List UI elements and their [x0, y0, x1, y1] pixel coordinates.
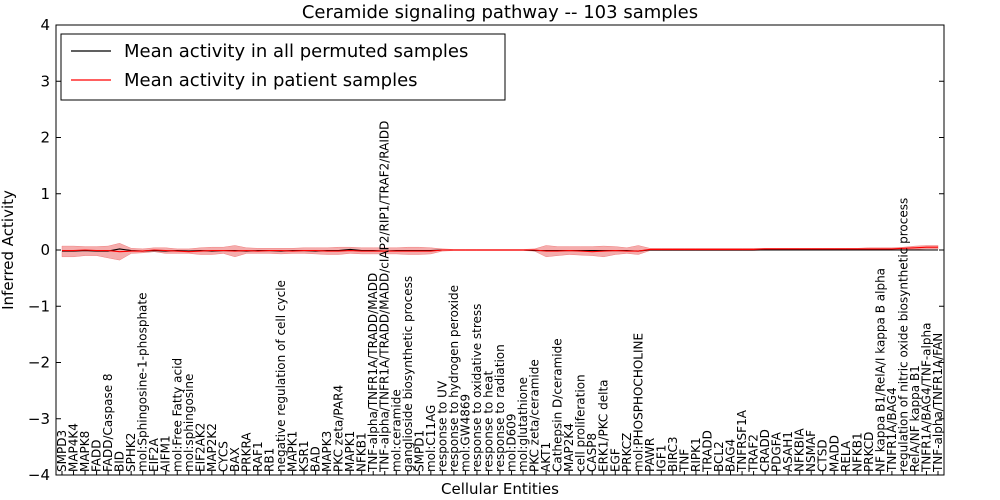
- x-tick-label: RB1: [263, 448, 277, 472]
- x-tick-label: CRADD: [758, 429, 772, 472]
- series-line-patient: [62, 246, 938, 253]
- x-tick-label: TNFR1A/BAG4/TNF-alpha: [920, 323, 934, 473]
- x-tick-label: PRKCD: [862, 432, 876, 472]
- x-tick-label: TRADD: [701, 430, 715, 473]
- patient-confidence-band: [61, 243, 939, 261]
- x-tick-label: AKT1: [539, 442, 553, 472]
- y-tick-label: 3: [40, 72, 50, 90]
- x-tick-label: KSR1: [297, 441, 311, 472]
- x-tick-label: response to radiation: [493, 344, 507, 472]
- y-axis-label: Inferred Activity: [0, 190, 17, 310]
- x-tick-label: PKC zeta/ceramide: [528, 359, 542, 472]
- x-tick-label: response to heat: [482, 370, 496, 472]
- x-tick-label: MAPK1: [286, 431, 300, 472]
- x-tick-label: negative regulation of cell cycle: [274, 280, 288, 472]
- x-tick-label: mol:sphingosine: [182, 374, 196, 472]
- x-tick-label: PRKRA: [239, 432, 253, 472]
- x-tick-label: RIPK1: [689, 437, 703, 472]
- x-tick-label: RAF1: [251, 441, 265, 472]
- x-tick-label: EIF2A: [147, 437, 161, 472]
- y-tick-label: −2: [28, 354, 50, 372]
- x-tick-label: BAD: [309, 446, 323, 472]
- x-tick-label: FADD: [90, 440, 104, 473]
- x-tick-label: TNFRSF1A: [735, 409, 749, 473]
- x-tick-label: mol:Free Fatty acid: [170, 358, 184, 472]
- y-tick-label: −4: [28, 466, 50, 484]
- x-tick-label: CYCS: [216, 441, 230, 472]
- x-tick-label: TNF-alpha/TNFR1A/TRADD/MADD/cIAP2/RIP1/T…: [378, 121, 392, 473]
- x-tick-label: SPHK2: [124, 433, 138, 472]
- y-tick-label: −3: [28, 410, 50, 428]
- x-tick-label: response to hydrogen peroxide: [447, 285, 461, 472]
- x-tick-label: TRAF2: [747, 434, 761, 473]
- x-tick-label: RELA: [839, 440, 853, 472]
- x-tick-label: BCL2: [712, 441, 726, 472]
- x-tick-label: mol:glutathione: [516, 377, 530, 472]
- x-tick-label: MADD: [827, 435, 841, 472]
- x-tick-label: PDGFA: [770, 431, 784, 472]
- x-tick-label: CTSD: [816, 439, 830, 472]
- legend: Mean activity in all permuted samples Me…: [60, 33, 506, 101]
- x-tick-label: mol:D609: [505, 413, 519, 472]
- x-tick-label: mol:PHOSPHOCHOLINE: [631, 333, 645, 472]
- legend-box: [60, 33, 506, 101]
- x-tick-label: MAP4K4: [67, 423, 81, 472]
- x-tick-label: mol:ceramide: [389, 389, 403, 472]
- x-tick-label: TNF: [677, 449, 691, 473]
- x-tick-label: TNF-alpha/TNFR1A/TRADD/MADD: [366, 273, 380, 473]
- legend-label-permuted: Mean activity in all permuted samples: [124, 41, 468, 62]
- chart-title: Ceramide signaling pathway -- 103 sample…: [302, 2, 698, 23]
- x-tick-label: SMPD3: [55, 430, 69, 472]
- x-tick-label: NFKB1: [355, 432, 369, 472]
- x-tick-label: mol:GW4869: [458, 394, 472, 472]
- x-tick-label: MAPK8: [78, 431, 92, 472]
- x-tick-label: EIF2AK2: [193, 423, 207, 472]
- x-tick-label: PRKCZ: [620, 433, 634, 472]
- x-tick-label: NSMAF: [804, 430, 818, 472]
- x-tick-label: PKC zeta/PAR4: [332, 385, 346, 472]
- y-tick-label: 4: [40, 16, 50, 34]
- x-tick-label: SMPD1: [412, 430, 426, 472]
- y-tick-label: 2: [40, 129, 50, 147]
- x-tick-label: MAP2K2: [205, 423, 219, 472]
- x-tick-label: EGF: [608, 448, 622, 472]
- x-tick-label: ERK1/PKC delta: [597, 379, 611, 472]
- y-tick-label: 1: [40, 185, 50, 203]
- legend-label-patient: Mean activity in patient samples: [124, 70, 418, 91]
- x-tick-label: TNFR1A/BAG4: [885, 387, 899, 473]
- x-tick-label: BID: [113, 451, 127, 472]
- x-tick-label: IGF1: [654, 445, 668, 472]
- x-axis-label: Cellular Entities: [441, 480, 559, 498]
- x-tick-label: response to UV: [435, 380, 449, 472]
- x-tick-label: CASP8: [585, 433, 599, 472]
- y-tick-label: −1: [28, 297, 50, 315]
- x-tick-label: TNF-alpha/TNFR1A/FAN: [931, 333, 945, 473]
- x-tick-label: RelA/NF kappa B1: [908, 365, 922, 472]
- x-tick-label: BIRC3: [666, 436, 680, 472]
- x-tick-label: PAWR: [643, 438, 657, 472]
- x-tick-label: BAX: [228, 447, 242, 472]
- x-tick-label: AIFM1: [159, 435, 173, 472]
- x-tick-label: regulation of nitric oxide biosynthetic …: [896, 198, 910, 472]
- y-tick-label: 0: [40, 241, 50, 259]
- x-tick-label: NF kappa B1/RelA/I kappa B alpha: [873, 268, 887, 472]
- x-tick-label: Cathepsin D/ceramide: [551, 338, 565, 472]
- x-tick-label: NFKB1: [850, 432, 864, 472]
- x-tick-label: ganglioside biosynthetic process: [401, 276, 415, 472]
- x-tick-label: MAPK3: [320, 431, 334, 472]
- x-tick-label: FADD/Caspase 8: [101, 373, 115, 472]
- x-tick-label: response to oxidative stress: [470, 304, 484, 472]
- x-tick-label: BAG4: [724, 439, 738, 472]
- x-tick-label: mol:Sphingosine-1-phosphate: [136, 293, 150, 473]
- x-tick-label: MAPK1: [343, 431, 357, 472]
- x-tick-label: MAP2K4: [562, 423, 576, 472]
- x-tick-label: mol:C11AG: [424, 405, 438, 472]
- x-tick-label: NFKBIA: [793, 427, 807, 472]
- x-tick-label: ASAH1: [781, 431, 795, 472]
- x-tick-label: cell proliferation: [574, 374, 588, 472]
